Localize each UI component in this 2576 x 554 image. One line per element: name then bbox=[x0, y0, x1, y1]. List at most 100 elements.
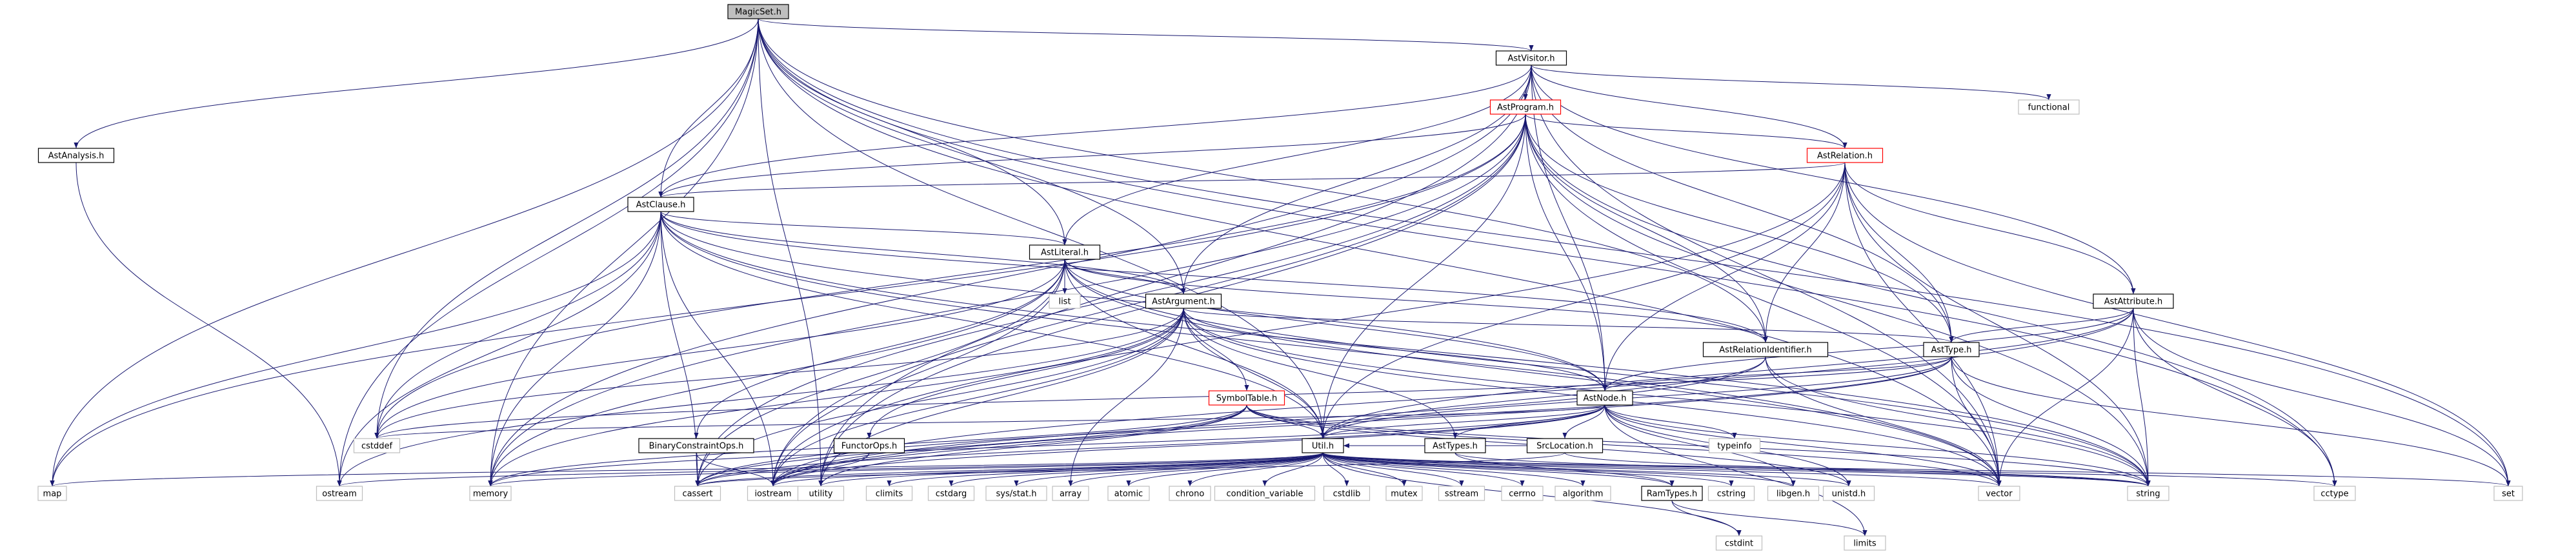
edge-astrelid-to-string bbox=[1765, 356, 2151, 487]
node-climits: climits bbox=[865, 486, 913, 501]
node-algorithm: algorithm bbox=[1555, 486, 1611, 501]
edge-astrelation-to-astrelid bbox=[1763, 162, 1846, 343]
edge-astprogram-to-astrelation bbox=[1525, 114, 1847, 149]
edge-astattribute-to-astnode bbox=[1602, 308, 2134, 391]
node-label: utility bbox=[809, 490, 833, 499]
edge-astargument-to-asttype bbox=[1183, 308, 1954, 343]
edge-astclause-to-astargument bbox=[660, 211, 1186, 295]
edge-astclause-to-astnode bbox=[660, 211, 1607, 391]
node-box bbox=[2093, 293, 2174, 309]
node-symboltable-h[interactable]: SymbolTable.h bbox=[1208, 390, 1285, 406]
edge-astnode-to-libgen bbox=[1604, 404, 1796, 487]
node-label: atomic bbox=[1114, 490, 1143, 499]
edge-astprogram-to-cstddef bbox=[374, 114, 1526, 439]
node-ramtypes-h[interactable]: RamTypes.h bbox=[1641, 486, 1703, 501]
node-astanalysis-h[interactable]: AstAnalysis.h bbox=[37, 148, 115, 163]
node-astvisitor-h[interactable]: AstVisitor.h bbox=[1495, 50, 1567, 66]
edge-astargument-to-cstddef bbox=[374, 308, 1184, 439]
edge-magicset-to-astliteral bbox=[758, 18, 1067, 246]
node-box bbox=[1526, 438, 1604, 453]
node-box bbox=[469, 486, 512, 501]
node-asttype-h[interactable]: AstType.h bbox=[1923, 342, 1980, 357]
node-label: array bbox=[1060, 490, 1082, 499]
node-asttypes-h[interactable]: AstTypes.h bbox=[1424, 438, 1486, 453]
edge-magicset-to-memory bbox=[488, 18, 759, 487]
node-functorops-h[interactable]: FunctorOps.h bbox=[833, 438, 905, 453]
node-box bbox=[1806, 148, 1884, 163]
edge-astnode-to-memory bbox=[488, 404, 1605, 487]
node-srclocation-h[interactable]: SrcLocation.h bbox=[1526, 438, 1604, 453]
node-box bbox=[1715, 535, 1763, 551]
node-label: cstdint bbox=[1725, 539, 1753, 549]
node-label: typeinfo bbox=[1717, 442, 1751, 451]
edge-astvisitor-to-astclause bbox=[658, 64, 1532, 198]
node-label: ostream bbox=[322, 490, 357, 499]
node-box bbox=[1385, 486, 1423, 501]
node-astrelation-h[interactable]: AstRelation.h bbox=[1806, 148, 1884, 163]
edge-astliteral-to-iostream bbox=[770, 259, 1065, 487]
node-box bbox=[1501, 486, 1544, 501]
edge-magicset-to-vector bbox=[758, 18, 2002, 487]
edge-utilh-to-array bbox=[1068, 452, 1323, 487]
node-binaryconstraintops-h[interactable]: BinaryConstraintOps.h bbox=[638, 438, 754, 453]
edge-symboltable-to-utilh bbox=[1246, 404, 1325, 439]
node-util-h[interactable]: Util.h bbox=[1302, 438, 1344, 453]
edge-utilh-to-cstdlib bbox=[1322, 452, 1349, 487]
node-box bbox=[1323, 486, 1371, 501]
edge-astnode-to-limits bbox=[1604, 404, 1867, 537]
dependency-nodes: MagicSet.h AstAnalysis.h AstVisitor.h AstPr… bbox=[37, 4, 2523, 551]
node-box bbox=[353, 438, 401, 453]
node-label: cerrno bbox=[1509, 490, 1536, 499]
node-astargument-h[interactable]: AstArgument.h bbox=[1145, 293, 1222, 309]
node-box bbox=[1489, 99, 1562, 115]
node-label: SymbolTable.h bbox=[1216, 394, 1277, 404]
node-box bbox=[1052, 486, 1089, 501]
node-label: sys/stat.h bbox=[996, 490, 1037, 499]
node-astprogram-h[interactable]: AstProgram.h bbox=[1489, 99, 1562, 115]
edge-symboltable-to-iostream bbox=[770, 404, 1247, 487]
edge-astprogram-to-asttype bbox=[1525, 114, 1954, 343]
node-box bbox=[1145, 293, 1222, 309]
node-limits: limits bbox=[1844, 535, 1886, 551]
node-astliteral-h[interactable]: AstLiteral.h bbox=[1029, 244, 1101, 260]
edge-astclause-to-iostream bbox=[660, 211, 776, 487]
node-label: string bbox=[2136, 490, 2160, 499]
node-astrelationidentifier-h[interactable]: AstRelationIdentifier.h bbox=[1702, 342, 1829, 357]
edge-asttype-to-vector bbox=[1951, 356, 2002, 487]
edge-astargument-to-utilh bbox=[1183, 308, 1325, 439]
edge-astvisitor-to-memory bbox=[488, 64, 1532, 487]
edge-astvisitor-to-astrelation bbox=[1531, 64, 1847, 149]
edge-astrelation-to-utilh bbox=[1320, 162, 1846, 439]
edge-astclause-to-map bbox=[50, 211, 661, 487]
node-box bbox=[1424, 438, 1486, 453]
edge-functorops-to-cassert bbox=[695, 452, 870, 487]
edge-astnode-to-srcloc bbox=[1562, 404, 1605, 439]
node-vector: vector bbox=[1978, 486, 2020, 501]
node-set: set bbox=[2493, 486, 2523, 501]
node-label: FunctorOps.h bbox=[841, 442, 897, 451]
node-label: climits bbox=[876, 490, 903, 499]
edge-magicset-to-utilh bbox=[758, 18, 1325, 439]
edge-magicset-to-astrelid bbox=[758, 18, 1768, 343]
edge-astclause-to-string bbox=[660, 211, 2151, 487]
node-box bbox=[985, 486, 1047, 501]
node-memory: memory bbox=[469, 486, 512, 501]
edge-utilh-to-ramtypes bbox=[1322, 452, 1675, 487]
edge-astliteral-to-astrelid bbox=[1064, 259, 1768, 343]
node-astclause-h[interactable]: AstClause.h bbox=[627, 197, 694, 212]
edge-utilh-to-atomic bbox=[1126, 452, 1323, 487]
edge-utilh-to-climits bbox=[887, 452, 1323, 487]
edge-astclause-to-astrelid bbox=[660, 211, 1768, 343]
edge-astattribute-to-string bbox=[2133, 308, 2151, 487]
node-astattribute-h[interactable]: AstAttribute.h bbox=[2093, 293, 2174, 309]
node-label: SrcLocation.h bbox=[1536, 442, 1593, 451]
node-label: AstClause.h bbox=[636, 201, 686, 210]
node-label: RamTypes.h bbox=[1647, 490, 1697, 499]
node-label: map bbox=[43, 490, 62, 499]
node-label: AstArgument.h bbox=[1152, 297, 1215, 307]
node-label: chrono bbox=[1176, 490, 1205, 499]
edge-ramtypes-to-cstdint bbox=[1671, 500, 1742, 537]
node-magicset-h[interactable]: MagicSet.h bbox=[727, 4, 789, 19]
node-astnode-h[interactable]: AstNode.h bbox=[1576, 390, 1633, 406]
edge-utilh-to-condvar bbox=[1262, 452, 1323, 487]
